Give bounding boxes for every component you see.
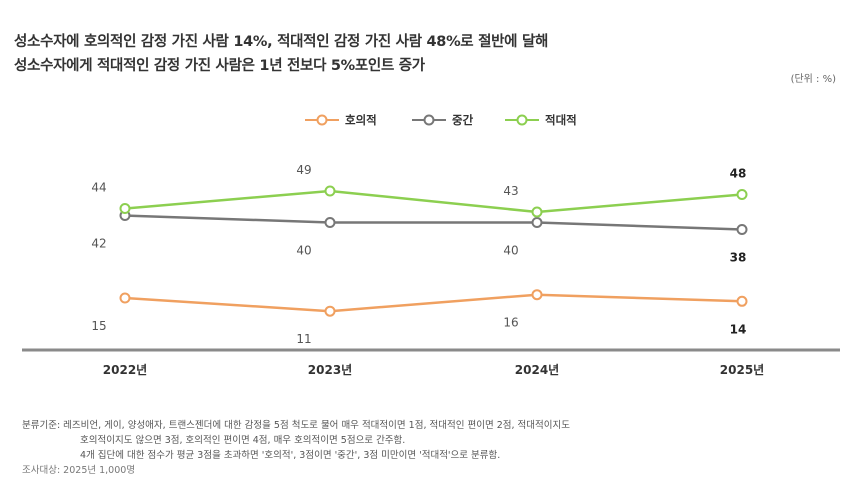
note-line-1: 분류기준: 레즈비언, 게이, 양성애자, 트랜스젠더에 대한 감정을 5점 척… (22, 420, 570, 431)
data-point-1-3 (736, 224, 748, 235)
legend-marker-2 (516, 114, 528, 126)
legend-marker-0 (316, 114, 328, 126)
note-line-2: 호의적이지도 않으면 3점, 호의적인 편이면 4점, 매우 호의적이면 5점으… (80, 435, 406, 446)
data-label-0-0: 15 (91, 319, 106, 333)
legend-label-2: 적대적 (545, 113, 577, 127)
data-label-0-3: 14 (730, 322, 747, 336)
note-line-3: 4개 집단에 대한 점수가 평균 3점을 초과하면 '호의적', 3점이면 '중… (80, 450, 501, 461)
source-note: 조사대상: 2025년 1,000명 (22, 465, 136, 476)
x-tick-label-0: 2022년 (103, 363, 147, 377)
data-label-1-0: 42 (91, 237, 106, 251)
data-label-1-3: 38 (730, 251, 747, 265)
data-label-0-2: 16 (503, 316, 518, 330)
data-label-2-1: 49 (296, 163, 311, 177)
data-point-0-1 (324, 305, 336, 317)
data-point-1-2 (531, 217, 543, 228)
data-label-2-3: 48 (730, 167, 747, 181)
data-point-2-1 (324, 185, 336, 197)
data-label-0-1: 11 (296, 332, 311, 346)
title-line-1: 성소수자에 호의적인 감정 가진 사람 14%, 적대적인 감정 가진 사람 4… (14, 34, 549, 50)
legend-label-1: 중간 (452, 113, 474, 127)
data-point-1-1 (324, 217, 336, 228)
series-line-0 (124, 293, 743, 313)
plot-area: 15 11 16 14 42 40 40 38 44 49 43 48 (91, 163, 748, 346)
data-point-0-3 (736, 295, 748, 307)
data-point-2-0 (119, 203, 131, 214)
x-axis-labels: 2022년 2023년 2024년 2025년 (103, 363, 764, 377)
series-line-1 (124, 214, 743, 231)
legend-label-0: 호의적 (345, 113, 377, 127)
x-tick-label-2: 2024년 (515, 363, 559, 377)
data-label-2-2: 43 (503, 184, 518, 198)
data-point-0-2 (531, 289, 543, 301)
data-point-2-2 (531, 206, 543, 218)
legend: 호의적 중간 적대적 (305, 113, 577, 127)
legend-marker-1 (423, 114, 435, 126)
chart-title: 성소수자에 호의적인 감정 가진 사람 14%, 적대적인 감정 가진 사람 4… (14, 30, 834, 78)
title-line-2: 성소수자에게 적대적인 감정 가진 사람은 1년 전보다 5%포인트 증가 (14, 58, 425, 74)
x-tick-label-1: 2023년 (308, 363, 352, 377)
x-tick-label-3: 2025년 (720, 363, 764, 377)
data-label-1-2: 40 (503, 244, 518, 258)
data-label-1-1: 40 (296, 244, 311, 258)
series-line-2 (124, 189, 743, 214)
data-point-2-3 (736, 189, 748, 200)
unit-label: (단위 : %) (790, 74, 836, 85)
data-label-2-0: 44 (91, 181, 106, 195)
notes: 분류기준: 레즈비언, 게이, 양성애자, 트랜스젠더에 대한 감정을 5점 척… (22, 418, 852, 478)
data-point-0-0 (119, 292, 131, 304)
